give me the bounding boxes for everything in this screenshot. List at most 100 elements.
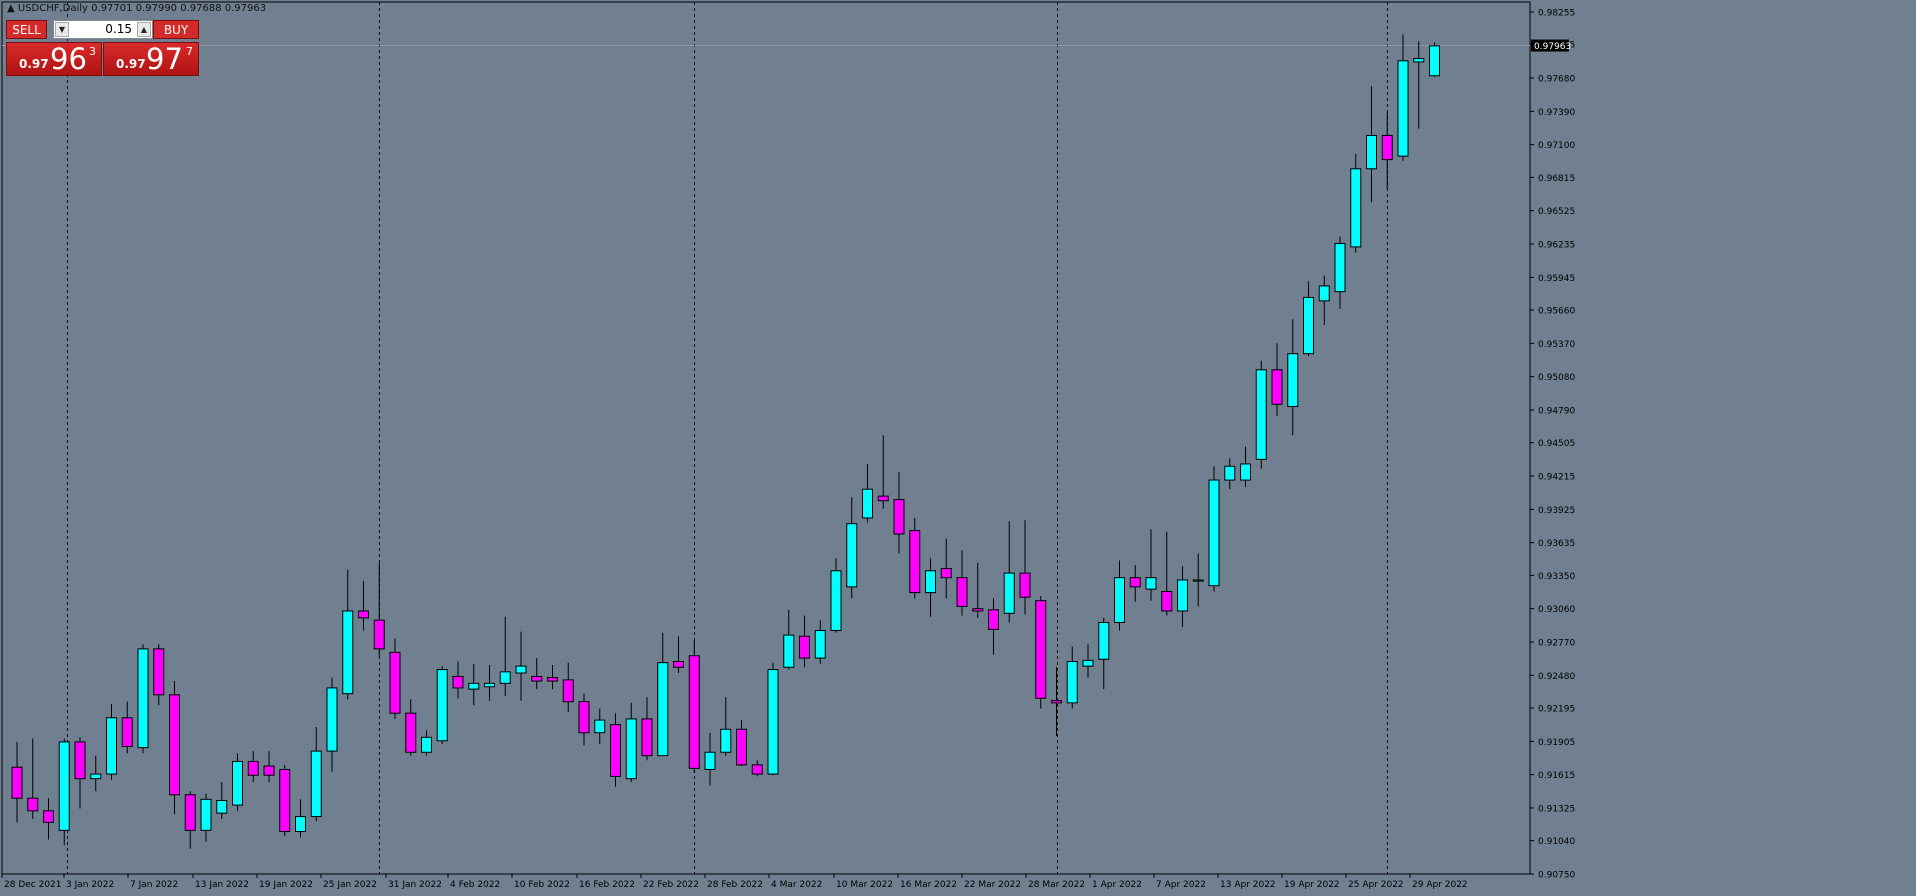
candle-body — [106, 717, 117, 775]
y-tick-label: 0.91615 — [1538, 771, 1575, 781]
candle-body — [1318, 285, 1330, 302]
candle-body — [1381, 134, 1393, 161]
x-tick-label: 16 Feb 2022 — [579, 880, 635, 890]
x-tick-label: 29 Apr 2022 — [1412, 880, 1468, 890]
candle-body — [1098, 621, 1110, 660]
lot-size-field[interactable]: ▼ 0.15 ▲ — [53, 20, 153, 39]
candle-body — [1145, 577, 1157, 590]
candle-body — [389, 651, 401, 714]
candle-body — [90, 773, 102, 780]
candle-body — [342, 610, 354, 695]
x-tick-label: 19 Jan 2022 — [259, 880, 313, 890]
y-tick-label: 0.91905 — [1538, 738, 1575, 748]
candle-body — [1177, 579, 1188, 612]
candle-body — [1429, 45, 1440, 77]
x-tick-label: 28 Dec 2021 — [4, 880, 62, 890]
candle-body — [1224, 465, 1236, 481]
x-tick-label: 19 Apr 2022 — [1284, 880, 1340, 890]
collapse-triangle-icon[interactable]: ▲ — [7, 3, 18, 14]
candle-body — [1019, 572, 1031, 598]
candle-body — [326, 687, 338, 752]
lot-decrease-icon[interactable]: ▼ — [55, 22, 69, 37]
y-tick-label: 0.93635 — [1538, 539, 1575, 549]
y-tick-label: 0.94505 — [1538, 439, 1575, 449]
candle-body — [1240, 463, 1251, 481]
x-tick-label: 7 Jan 2022 — [130, 880, 178, 890]
x-tick-label: 4 Feb 2022 — [450, 880, 500, 890]
candle-body — [263, 765, 275, 776]
lot-size-value[interactable]: 0.15 — [105, 22, 132, 36]
candle-body — [515, 665, 527, 674]
candle-body — [27, 797, 39, 812]
y-tick-label: 0.94215 — [1538, 473, 1575, 483]
y-tick-label: 0.97390 — [1538, 108, 1575, 118]
candle-body — [1366, 134, 1377, 170]
sell-price-fraction: 3 — [89, 45, 96, 58]
y-tick-label: 0.92770 — [1538, 638, 1575, 648]
y-tick-label: 0.91040 — [1538, 837, 1575, 847]
candle-body — [1066, 661, 1078, 704]
candle-body — [736, 728, 747, 766]
x-tick-label: 31 Jan 2022 — [388, 880, 442, 890]
buy-price-button[interactable]: 0.97 97 7 — [103, 42, 199, 76]
candle-body — [641, 718, 653, 757]
candle-body — [720, 728, 732, 753]
candle-body — [830, 570, 842, 632]
candle-body — [74, 741, 86, 780]
x-tick-label: 25 Jan 2022 — [323, 880, 377, 890]
candle-body — [783, 634, 795, 668]
candle-body — [1397, 60, 1409, 157]
candle-body — [247, 760, 259, 776]
candle-body — [1192, 579, 1204, 582]
candle-body — [657, 662, 669, 757]
x-tick-label: 13 Jan 2022 — [195, 880, 249, 890]
candle-body — [909, 530, 921, 594]
buy-price-main: 97 — [146, 42, 183, 76]
x-tick-label: 13 Apr 2022 — [1220, 880, 1276, 890]
y-tick-label: 0.96525 — [1538, 207, 1575, 217]
candle-body — [121, 717, 133, 748]
candle-body — [137, 648, 149, 749]
candle-body — [767, 669, 779, 775]
candle-body — [673, 661, 684, 668]
buy-button[interactable]: BUY — [153, 20, 199, 39]
sell-price-prefix: 0.97 — [19, 57, 49, 71]
y-tick-label: 0.93925 — [1538, 506, 1575, 516]
candle-body — [925, 570, 936, 594]
candle-body — [421, 736, 432, 753]
sell-price-button[interactable]: 0.97 96 3 — [6, 42, 102, 76]
x-tick-label: 3 Jan 2022 — [66, 880, 114, 890]
buy-price-fraction: 7 — [186, 45, 193, 58]
candle-body — [1082, 659, 1094, 667]
y-tick-label: 0.96235 — [1538, 241, 1575, 251]
candle-body — [1287, 353, 1299, 408]
y-tick-label: 0.92480 — [1538, 672, 1575, 682]
candle-body — [200, 798, 212, 831]
sell-price-main: 96 — [50, 42, 87, 76]
candle-body — [295, 816, 306, 833]
y-tick-label: 0.92195 — [1538, 705, 1575, 715]
x-tick-label: 28 Mar 2022 — [1028, 880, 1085, 890]
sell-button[interactable]: SELL — [6, 20, 47, 39]
candle-body — [625, 718, 637, 780]
x-tick-label: 25 Apr 2022 — [1348, 880, 1404, 890]
candle-body — [1350, 168, 1362, 248]
x-tick-label: 22 Feb 2022 — [643, 880, 699, 890]
candle-body — [814, 630, 826, 659]
candle-body — [1114, 577, 1125, 623]
candle-body — [216, 799, 228, 814]
symbol-header: ▲ USDCHF,Daily 0.97701 0.97990 0.97688 0… — [7, 3, 266, 14]
y-tick-label: 0.98255 — [1538, 9, 1575, 19]
lot-increase-icon[interactable]: ▲ — [137, 22, 151, 37]
current-price-label: 0.97963 — [1534, 42, 1571, 52]
y-tick-label: 0.95080 — [1538, 373, 1575, 383]
candle-body — [153, 648, 165, 696]
x-tick-label: 28 Feb 2022 — [707, 880, 763, 890]
candle-body — [1161, 590, 1173, 612]
candle-body — [184, 794, 196, 831]
candle-body — [11, 766, 23, 799]
candle-body — [893, 499, 905, 535]
candle-body — [956, 577, 968, 607]
